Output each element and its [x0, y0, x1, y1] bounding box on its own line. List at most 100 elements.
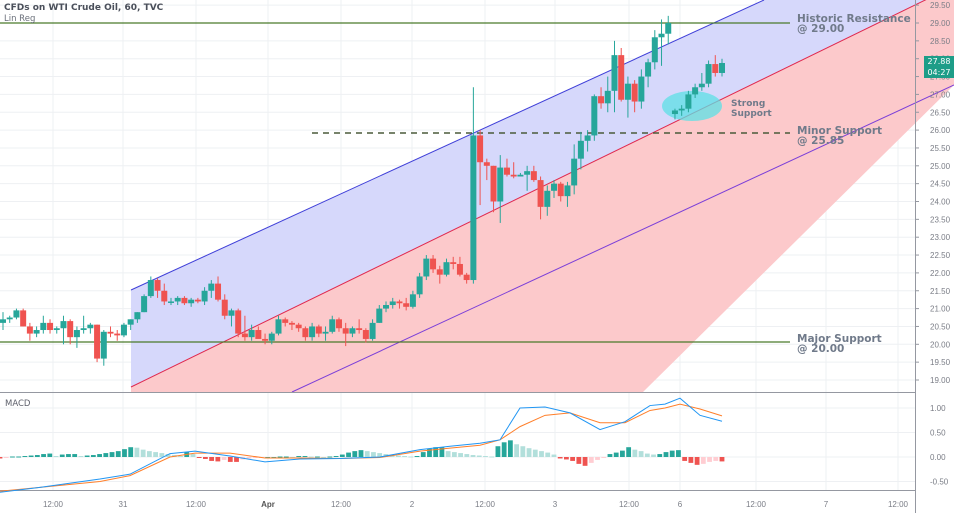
candle [167, 301, 174, 303]
candle [403, 303, 410, 307]
candle [80, 328, 87, 331]
candle [383, 305, 390, 309]
candle [369, 322, 376, 339]
candle [571, 158, 578, 186]
candle [147, 280, 154, 297]
candle [248, 330, 255, 338]
candle [530, 171, 537, 181]
macd-tick-label: 0.00 [930, 453, 946, 462]
candle [315, 326, 322, 334]
candle [47, 322, 54, 331]
candle [544, 190, 551, 207]
candle [295, 324, 302, 329]
candle [430, 258, 437, 270]
macd-axis[interactable]: 1.00 0.50 0.00 -0.50 [930, 404, 949, 487]
annotation-line: Historic Resistance [797, 13, 911, 25]
candle [40, 322, 47, 331]
candle [638, 76, 645, 102]
candle [302, 328, 309, 338]
price-tick-label: 23.00 [930, 233, 951, 242]
candle [557, 183, 564, 197]
candle [141, 296, 148, 313]
candle [450, 262, 457, 264]
candle [309, 326, 316, 338]
candle [497, 167, 504, 202]
macd-tick-label: -0.50 [930, 478, 949, 487]
candle [477, 135, 484, 163]
annotation-line: Major Support [797, 333, 882, 345]
candle [591, 96, 598, 136]
candle [241, 333, 248, 338]
time-tick-label: 7 [824, 500, 829, 509]
candle [255, 330, 262, 339]
candle [100, 331, 107, 359]
annotation-line: @ 25.85 [797, 135, 845, 147]
candle [423, 258, 430, 277]
price-tick-label: 25.50 [930, 144, 951, 153]
chart-header: CFDs on WTI Crude Oil, 60, TVC Lin Reg [4, 3, 163, 25]
candle [174, 297, 181, 302]
candle [712, 64, 719, 73]
macd-pane-label[interactable]: MACD [5, 399, 31, 409]
candle [282, 319, 289, 323]
candle [537, 180, 544, 207]
candle [678, 108, 685, 111]
time-axis[interactable]: 12:00 31 12:00 Apr 12:00 2 12:00 3 12:00 6 12:00 7 1… [43, 500, 909, 509]
time-tick-label: 12:00 [43, 500, 64, 509]
macd-signal-line [0, 403, 723, 492]
time-tick-label: 31 [119, 500, 128, 509]
regression-lower-line [291, 84, 954, 393]
candle [275, 319, 282, 334]
candle [443, 262, 450, 275]
price-tick-label: 29.00 [930, 19, 951, 28]
macd-tick-label: 0.50 [930, 429, 946, 438]
price-tick-label: 26.50 [930, 108, 951, 117]
indicator-label-linreg[interactable]: Lin Reg [4, 14, 36, 24]
price-tick-label: 29.50 [930, 1, 951, 10]
price-tick-label: 20.00 [930, 340, 951, 349]
annotation-line: Strong [731, 99, 766, 109]
strong-support-ellipse[interactable] [662, 91, 722, 121]
price-tick-label: 22.50 [930, 251, 951, 260]
time-tick-label: 12:00 [186, 500, 207, 509]
price-tick-label: 19.00 [930, 376, 951, 385]
candle [436, 269, 443, 275]
candle [389, 301, 396, 306]
candle [416, 276, 423, 295]
candle [215, 283, 222, 300]
candle [322, 331, 329, 334]
candle [188, 299, 195, 304]
candle [33, 330, 40, 334]
candle [20, 310, 27, 327]
candle [692, 87, 699, 95]
candle [127, 319, 134, 325]
candle [268, 333, 275, 341]
candle [342, 328, 349, 334]
candle [114, 333, 121, 336]
candle [26, 326, 33, 334]
price-tick-label: 22.00 [930, 269, 951, 278]
candle [618, 55, 625, 100]
candle [6, 317, 13, 320]
annotation-strong-support: Strong Support [731, 99, 772, 119]
time-tick-label: 2 [410, 500, 415, 509]
candle [13, 310, 20, 318]
symbol-title[interactable]: CFDs on WTI Crude Oil, 60, TVC [4, 3, 164, 13]
candle [201, 290, 208, 302]
candle [671, 110, 678, 115]
candle [228, 310, 235, 316]
candle [524, 171, 531, 175]
candle [551, 183, 558, 191]
candle [194, 299, 201, 302]
price-tick-label: 26.00 [930, 126, 951, 135]
candle [624, 83, 631, 100]
candle [503, 167, 510, 175]
candle [510, 174, 517, 177]
time-tick-label: 6 [678, 500, 683, 509]
candle [120, 324, 127, 336]
candle [262, 338, 269, 341]
candle [161, 290, 168, 302]
candle [362, 330, 369, 339]
candle [456, 263, 463, 275]
